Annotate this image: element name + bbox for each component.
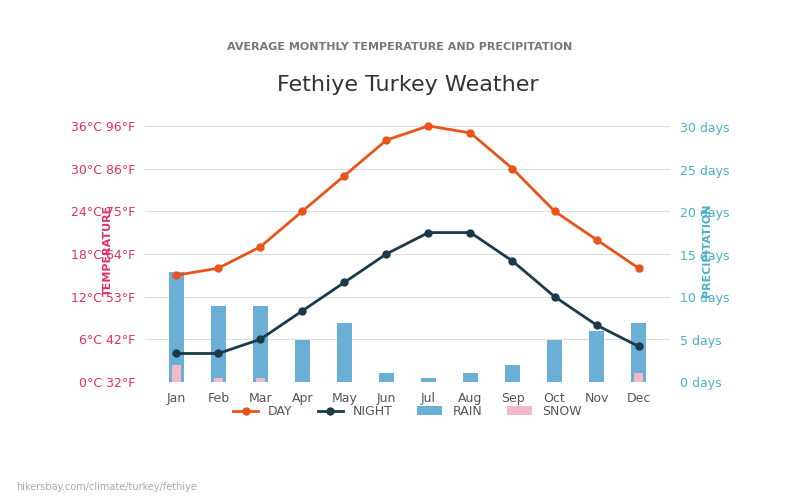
NIGHT: [634, 344, 643, 349]
DAY: [424, 123, 434, 129]
NIGHT: [466, 230, 475, 235]
NIGHT: [550, 294, 559, 300]
Bar: [589, 331, 604, 382]
DAY: [550, 208, 559, 214]
Bar: [337, 322, 352, 382]
Text: hikersbay.com/climate/turkey/fethiye: hikersbay.com/climate/turkey/fethiye: [16, 482, 197, 492]
DAY: [171, 272, 181, 278]
Bar: [214, 378, 222, 382]
DAY: [508, 166, 518, 172]
DAY: [298, 208, 307, 214]
Text: PRECIPITATION: PRECIPITATION: [702, 204, 711, 297]
Bar: [547, 340, 562, 382]
NIGHT: [214, 350, 223, 356]
Bar: [421, 378, 436, 382]
NIGHT: [298, 308, 307, 314]
NIGHT: [255, 336, 265, 342]
NIGHT: [424, 230, 434, 235]
Title: Fethiye Turkey Weather: Fethiye Turkey Weather: [277, 75, 538, 95]
Line: DAY: DAY: [173, 122, 642, 278]
DAY: [382, 137, 391, 143]
NIGHT: [340, 280, 350, 285]
DAY: [592, 236, 602, 242]
Bar: [172, 365, 181, 382]
DAY: [634, 265, 643, 271]
Bar: [463, 374, 478, 382]
Bar: [379, 374, 394, 382]
NIGHT: [592, 322, 602, 328]
Bar: [505, 365, 520, 382]
Bar: [295, 340, 310, 382]
Line: NIGHT: NIGHT: [173, 229, 642, 357]
Bar: [631, 322, 646, 382]
DAY: [340, 172, 350, 178]
Bar: [169, 272, 184, 382]
Bar: [253, 306, 268, 382]
NIGHT: [171, 350, 181, 356]
NIGHT: [382, 251, 391, 257]
NIGHT: [508, 258, 518, 264]
Bar: [634, 374, 643, 382]
Legend: DAY, NIGHT, RAIN, SNOW: DAY, NIGHT, RAIN, SNOW: [228, 400, 587, 423]
Bar: [256, 378, 265, 382]
DAY: [466, 130, 475, 136]
Bar: [211, 306, 226, 382]
Text: TEMPERATURE: TEMPERATURE: [103, 204, 114, 296]
DAY: [214, 265, 223, 271]
Text: AVERAGE MONTHLY TEMPERATURE AND PRECIPITATION: AVERAGE MONTHLY TEMPERATURE AND PRECIPIT…: [227, 42, 573, 52]
DAY: [255, 244, 265, 250]
